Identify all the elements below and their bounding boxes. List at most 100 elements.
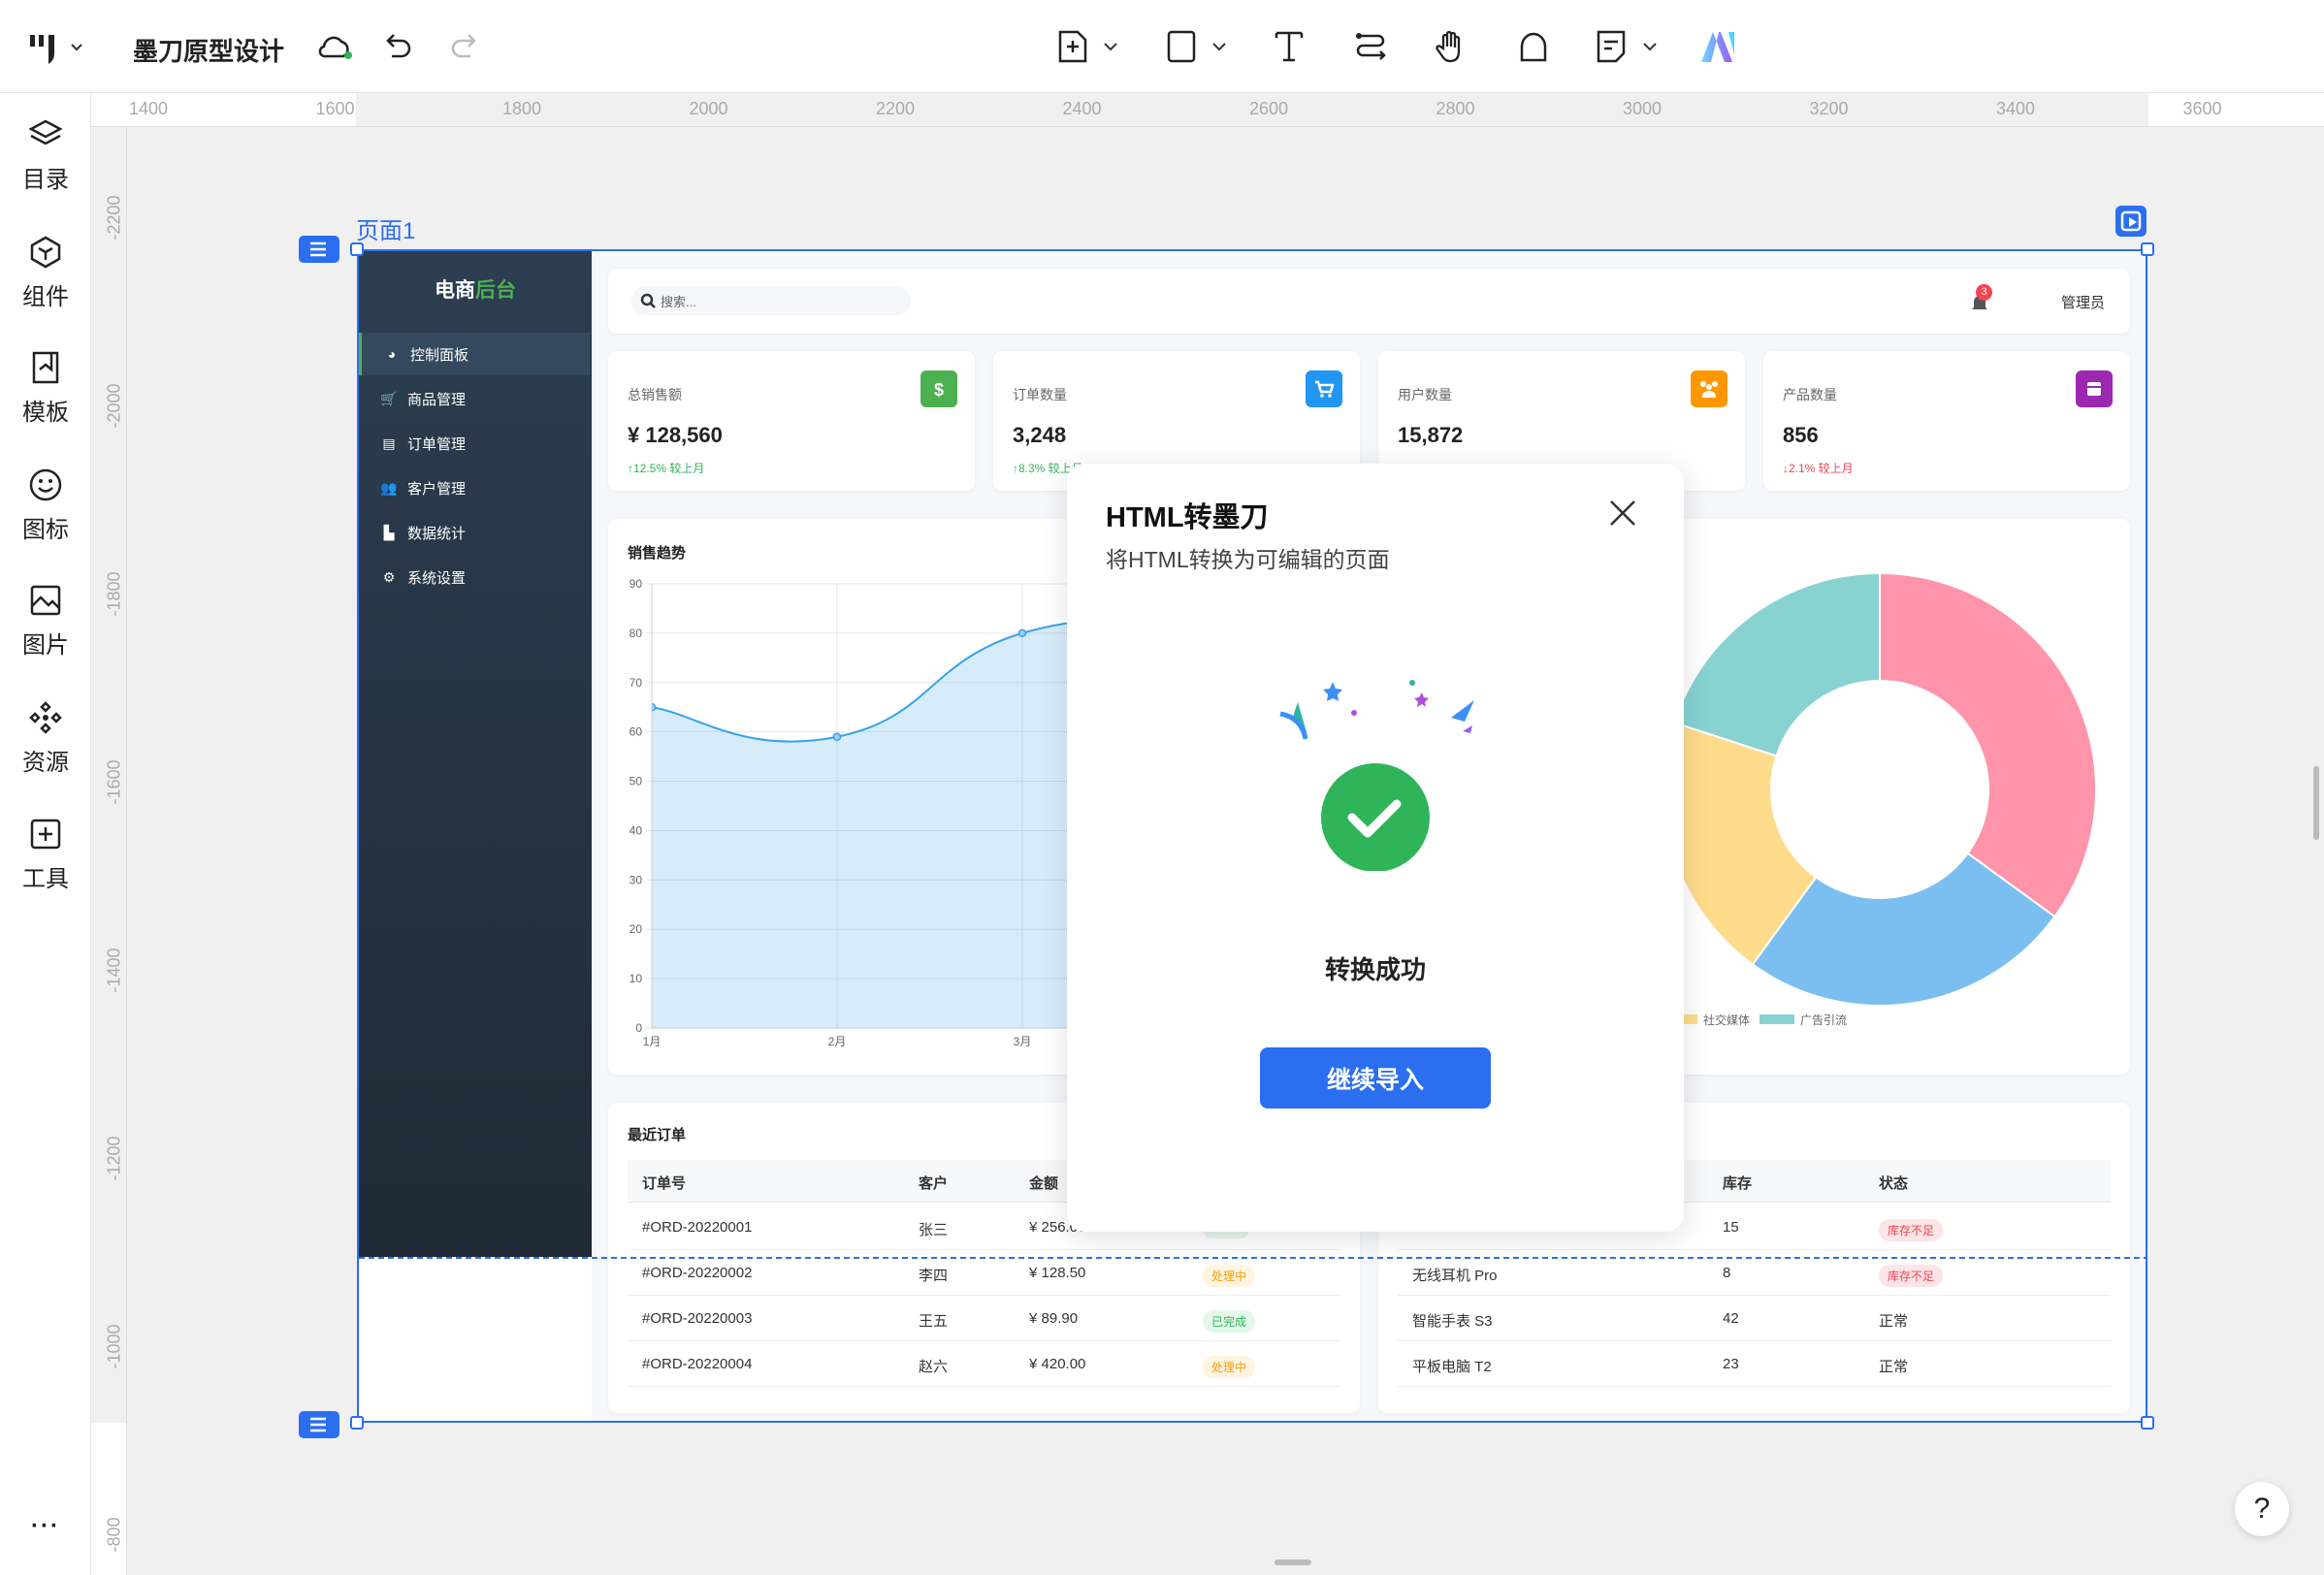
undo-icon[interactable]: [384, 31, 417, 64]
panel-label: 模板: [22, 400, 69, 426]
cube-icon: [30, 236, 61, 269]
project-title[interactable]: 墨刀原型设计: [133, 37, 285, 66]
stat-value: 3,248: [1013, 423, 1067, 447]
frame-menu-icon[interactable]: [299, 1411, 339, 1438]
frame-menu-icon[interactable]: [299, 236, 339, 263]
column-header: 状态: [1879, 1175, 1909, 1192]
panel-6[interactable]: 工具: [0, 817, 91, 894]
stat-change: ↓2.1% 较上月: [1783, 462, 1854, 475]
text-tool-icon[interactable]: [1272, 29, 1307, 64]
cloud-saved-icon[interactable]: [318, 31, 357, 64]
help-button[interactable]: ?: [2235, 1482, 2289, 1536]
nav-label: 客户管理: [407, 480, 467, 498]
panel-label: 目录: [22, 167, 69, 193]
x-tick-label: 1月: [643, 1035, 662, 1048]
panel-5[interactable]: 资源: [0, 700, 91, 778]
stat-label: 订单数量: [1013, 387, 1067, 402]
vertical-ruler[interactable]: [91, 127, 127, 1575]
stat-card: 总销售额 $ ¥ 128,560 ↑12.5% 较上月: [608, 351, 975, 491]
nav-item-3[interactable]: 👥 客户管理: [359, 466, 590, 509]
legend-label: 社交媒体: [1703, 1012, 1750, 1027]
card-title: 销售趋势: [628, 545, 687, 562]
table-cell: ¥ 420.00: [1029, 1356, 1086, 1372]
vertical-scrollbar[interactable]: [2313, 766, 2319, 840]
nav-label: 控制面板: [410, 346, 469, 364]
resize-handle[interactable]: [350, 242, 364, 256]
y-tick-label: 40: [629, 823, 643, 837]
resize-handle[interactable]: [2141, 242, 2154, 256]
stat-users-icon: [1691, 370, 1727, 407]
ruler-tick-label: 2400: [1062, 99, 1102, 118]
panel-3[interactable]: 图标: [0, 467, 91, 545]
y-tick-label: 10: [629, 972, 643, 985]
column-header: 金额: [1029, 1175, 1059, 1192]
preview-icon[interactable]: [2115, 206, 2146, 237]
stat-label: 产品数量: [1783, 387, 1837, 402]
close-icon[interactable]: [1607, 498, 1638, 529]
connector-tool-icon[interactable]: [1353, 29, 1388, 64]
table-cell: 李四: [919, 1268, 949, 1284]
user-name[interactable]: 管理员: [2061, 295, 2106, 311]
ruler-tick-label: 1600: [315, 99, 355, 118]
cart-icon: 🛒: [380, 390, 398, 406]
hand-tool-icon[interactable]: [1434, 29, 1469, 64]
stat-change: ↑12.5% 较上月: [628, 462, 705, 475]
ruler-tick-label: 3200: [1809, 99, 1849, 118]
modao-logo-icon: [30, 35, 82, 64]
tools-icon: [30, 819, 61, 850]
stat-cart-icon: [1306, 370, 1342, 407]
continue-import-button[interactable]: 继续导入: [1260, 1047, 1491, 1109]
nav-item-4[interactable]: ▙ 数据统计: [359, 511, 590, 554]
donut-slice: [1751, 852, 2056, 1007]
y-tick-label: 50: [629, 775, 643, 788]
data-point: [652, 702, 657, 712]
panel-label: 组件: [22, 284, 69, 310]
rectangle-tool-icon[interactable]: [1164, 29, 1199, 64]
dashboard-sidebar: 电商后台 ◕ 控制面板 🛒 商品管理 ▤ 订单管理 👥 客户管理 ▙ 数据统计 ⚙ 系统设置: [359, 251, 592, 1257]
ruler-tick-label: -1800: [104, 571, 124, 617]
resize-handle[interactable]: [350, 1416, 364, 1430]
success-message: 转换成功: [1324, 955, 1426, 984]
ruler-tick-label: 3000: [1623, 99, 1662, 118]
nav-item-5[interactable]: ⚙ 系统设置: [359, 556, 590, 598]
notification-bell[interactable]: 3: [1970, 284, 1992, 318]
nav-item-0[interactable]: ◕ 控制面板: [359, 333, 590, 375]
nav-item-1[interactable]: 🛒 商品管理: [359, 377, 590, 420]
ruler-tick-label: -1200: [104, 1136, 124, 1181]
stat-$-icon: $: [920, 370, 957, 407]
panel-2[interactable]: 模板: [0, 350, 91, 428]
add-page-icon[interactable]: [1055, 29, 1090, 64]
horizontal-scrollbar[interactable]: [1275, 1559, 1311, 1565]
smiley-icon: [29, 468, 62, 501]
horizontal-ruler[interactable]: [91, 93, 2324, 127]
note-tool-icon[interactable]: [1594, 29, 1629, 64]
frame-label[interactable]: 页面1: [356, 218, 416, 244]
ruler-tick-label: 2000: [689, 99, 728, 118]
ai-logo-icon[interactable]: [1699, 29, 1734, 64]
y-tick-label: 70: [629, 676, 643, 690]
resize-handle[interactable]: [2141, 1416, 2154, 1430]
y-tick-label: 20: [629, 922, 643, 936]
nav-label: 数据统计: [407, 525, 467, 542]
stat-box-icon: [2076, 370, 2113, 407]
y-tick-label: 0: [635, 1021, 642, 1035]
confetti-icon: [1279, 680, 1474, 871]
gauge-icon: ◕: [387, 346, 397, 362]
table-cell: 平板电脑 T2: [1412, 1359, 1492, 1375]
nav-item-2[interactable]: ▤ 订单管理: [359, 422, 590, 465]
ruler-tick-label: 3600: [2182, 99, 2222, 118]
comment-tool-icon[interactable]: [1516, 29, 1551, 64]
chevron-down-icon[interactable]: [1210, 37, 1229, 56]
stat-label: 用户数量: [1398, 387, 1452, 402]
panel-label: 资源: [22, 750, 69, 776]
chevron-down-icon[interactable]: [1640, 37, 1660, 56]
more-button[interactable]: ···: [31, 1513, 60, 1539]
search-input[interactable]: 搜索...: [631, 286, 911, 315]
table-cell: ¥ 89.90: [1029, 1310, 1079, 1327]
redo-icon[interactable]: [445, 31, 478, 64]
panel-0[interactable]: 目录: [0, 117, 91, 195]
panel-1[interactable]: 组件: [0, 235, 91, 312]
panel-4[interactable]: 图片: [0, 583, 91, 660]
logo-menu[interactable]: [27, 27, 85, 73]
chevron-down-icon[interactable]: [1101, 37, 1120, 56]
